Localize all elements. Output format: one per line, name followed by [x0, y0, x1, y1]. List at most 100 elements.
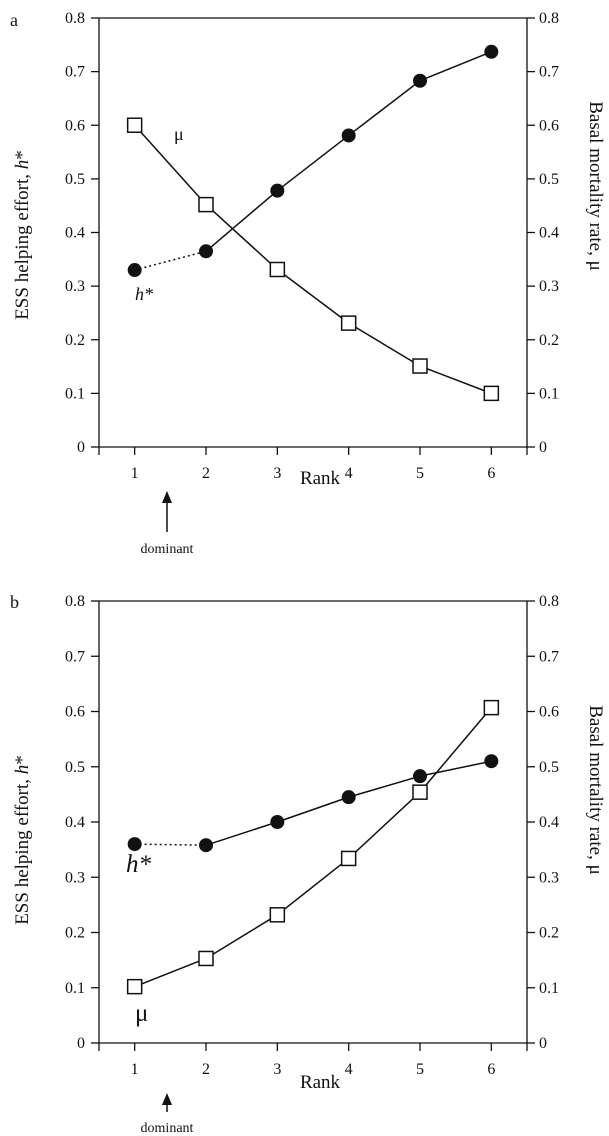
y-tick-label-right: 0.7	[539, 64, 559, 81]
y-ticks-right: 0 0.1 0.2 0.3 0.4 0.5 0.6 0.7 0.8	[527, 10, 559, 456]
series-segment	[348, 322, 421, 367]
series-segment	[205, 914, 278, 960]
data-point-mu	[269, 261, 286, 278]
data-point-mu	[126, 978, 143, 995]
y-tick-label-right: 0.5	[539, 171, 559, 188]
chart-panel-b: b 0 0.1 0.2 0.3 0.4 0.5 0.6 0.7 0.8 0 0.1 0.2 0.3 0.…	[10, 592, 606, 1136]
y-tick-label-right: 0	[539, 439, 547, 456]
x-tick-label: 5	[416, 1061, 424, 1078]
series-lines	[134, 707, 492, 988]
y-axis-title-right: Basal mortality rate, μ	[585, 101, 606, 271]
series-segment	[419, 51, 492, 82]
y-tick-label-left: 0.4	[65, 814, 85, 831]
y-tick-label-left: 0.8	[65, 593, 85, 610]
data-point-h-star	[127, 263, 142, 278]
series-segment	[277, 796, 349, 823]
series-segment	[419, 707, 492, 793]
data-point-mu	[126, 117, 143, 133]
y-tick-label-left: 0.2	[65, 332, 85, 349]
series-segment	[134, 957, 207, 988]
y-tick-label-right: 0	[539, 1035, 547, 1052]
y-tick-label-left: 0	[77, 1035, 85, 1052]
y-tick-label-left: 0.1	[65, 385, 85, 402]
x-axis-title: Rank	[300, 1072, 341, 1093]
x-ticks: 1 2 3 4 5 6	[98, 1043, 528, 1078]
data-point-h-star	[199, 838, 213, 853]
series-segment	[205, 821, 278, 846]
y-tick-label-right: 0.1	[539, 385, 559, 402]
chart-panel-a: a 0 0.1 0.2 0.3 0.4 0.5 0.6 0.7 0.8 0 0.1 0.2 0.3 0.…	[10, 10, 606, 557]
series-label-h-star: h*	[126, 851, 152, 878]
series-segment	[276, 857, 350, 916]
plot-frame	[98, 600, 528, 1044]
x-ticks: 1 2 3 4 5 6	[98, 447, 528, 482]
series-segment	[134, 124, 207, 206]
series-markers	[126, 699, 500, 995]
y-tick-label-left: 0.6	[65, 117, 85, 134]
series-segment	[419, 365, 492, 395]
series-segment	[205, 204, 278, 271]
y-tick-label-right: 0.7	[539, 648, 559, 665]
x-tick-label: 4	[345, 1061, 353, 1078]
data-point-mu	[269, 907, 286, 923]
series-segment	[276, 134, 350, 192]
panel-label: b	[10, 592, 19, 612]
y-axis-title-right: Basal mortality rate, μ	[585, 705, 606, 875]
y-tick-label-right: 0.2	[539, 925, 559, 942]
y-tick-label-right: 0.2	[539, 332, 559, 349]
data-point-mu	[483, 385, 500, 402]
x-axis-title: Rank	[300, 468, 341, 489]
x-tick-label: 1	[131, 1061, 139, 1078]
y-tick-label-left: 0	[77, 439, 85, 456]
data-point-h-star	[341, 790, 356, 805]
y-tick-label-right: 0.8	[539, 10, 559, 27]
x-tick-label: 4	[345, 465, 353, 482]
series-markers	[126, 44, 500, 402]
series-segment	[419, 760, 492, 777]
y-tick-label-left: 0.6	[65, 704, 85, 721]
y-ticks-right: 0 0.1 0.2 0.3 0.4 0.5 0.6 0.7 0.8	[527, 593, 559, 1052]
y-tick-label-left: 0.1	[65, 980, 85, 997]
series-lines	[134, 51, 492, 395]
y-tick-label-left: 0.7	[65, 648, 85, 665]
series-label-h-star: h*	[135, 284, 153, 304]
data-point-mu	[198, 196, 214, 213]
data-point-h-star	[484, 754, 499, 769]
series-label-mu: μ	[174, 124, 184, 144]
series-segment	[134, 843, 207, 846]
data-point-mu	[412, 358, 428, 374]
y-tick-label-right: 0.5	[539, 759, 559, 776]
x-tick-label: 2	[202, 1061, 210, 1078]
y-tick-label-left: 0.3	[65, 278, 85, 295]
data-point-h-star	[484, 44, 499, 59]
dominant-label: dominant	[141, 1121, 194, 1136]
data-point-mu	[198, 950, 214, 967]
data-point-h-star	[270, 183, 285, 198]
y-tick-label-left: 0.5	[65, 759, 85, 776]
data-point-mu	[340, 315, 357, 331]
data-point-h-star	[341, 128, 356, 143]
dominant-arrow	[162, 1093, 172, 1112]
data-point-h-star	[413, 769, 427, 784]
data-point-h-star	[413, 73, 427, 88]
series-segment	[348, 791, 421, 860]
series-segment	[205, 190, 278, 252]
dominant-arrow	[162, 491, 172, 532]
y-axis-title-left: ESS helping effort, h*	[12, 755, 33, 925]
series-segment	[134, 250, 207, 271]
x-tick-label: 3	[273, 465, 281, 482]
y-tick-label-left: 0.2	[65, 925, 85, 942]
y-ticks-left: 0 0.1 0.2 0.3 0.4 0.5 0.6 0.7 0.8	[65, 593, 99, 1052]
y-tick-label-right: 0.6	[539, 117, 559, 134]
y-tick-label-right: 0.3	[539, 869, 559, 886]
y-tick-label-left: 0.7	[65, 64, 85, 81]
y-tick-label-right: 0.8	[539, 593, 559, 610]
y-tick-label-right: 0.1	[539, 980, 559, 997]
x-tick-label: 5	[416, 465, 424, 482]
data-point-h-star	[199, 244, 213, 259]
y-tick-label-right: 0.3	[539, 278, 559, 295]
y-tick-label-left: 0.4	[65, 225, 85, 242]
data-point-mu	[483, 699, 500, 716]
data-point-mu	[412, 784, 428, 800]
